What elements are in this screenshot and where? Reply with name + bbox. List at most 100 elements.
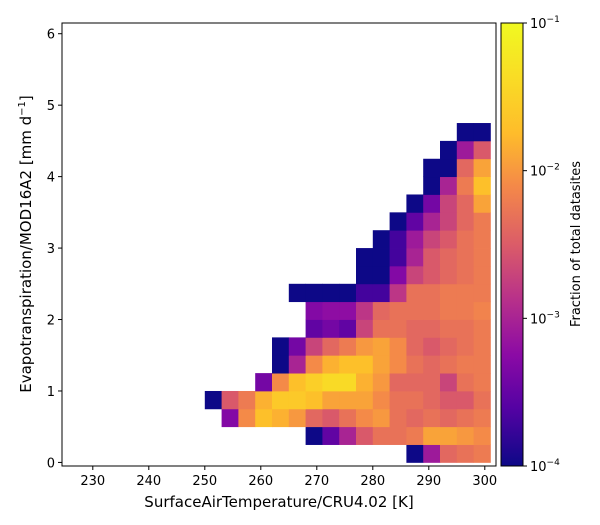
heatmap-cell bbox=[372, 355, 390, 374]
heatmap-cell bbox=[440, 355, 458, 374]
heatmap-cell bbox=[305, 301, 323, 320]
heatmap-cell bbox=[356, 337, 374, 356]
heatmap-cell bbox=[456, 355, 474, 374]
heatmap-cell bbox=[389, 319, 407, 338]
heatmap-cell bbox=[440, 444, 458, 463]
heatmap-cell bbox=[389, 408, 407, 428]
heatmap-cell bbox=[356, 283, 374, 303]
colorbar-tick-label: 10−2 bbox=[530, 163, 560, 180]
heatmap-cell bbox=[473, 319, 491, 338]
heatmap-cell bbox=[372, 408, 390, 428]
heatmap-cell bbox=[389, 426, 407, 445]
heatmap-cell bbox=[440, 265, 458, 285]
heatmap-cell bbox=[423, 319, 441, 338]
heatmap-cell bbox=[322, 283, 340, 303]
heatmap-cell bbox=[456, 194, 474, 213]
heatmap-cell bbox=[305, 408, 323, 428]
heatmap-cell bbox=[389, 248, 407, 267]
heatmap-cell bbox=[372, 248, 390, 267]
heatmap-cell bbox=[456, 176, 474, 195]
colorbar-tick-label: 10−3 bbox=[530, 310, 560, 327]
heatmap-cell bbox=[356, 355, 374, 374]
heatmap-cell bbox=[440, 373, 458, 392]
heatmap-cell bbox=[272, 373, 290, 392]
heatmap-cell bbox=[440, 426, 458, 445]
heatmap-cell bbox=[322, 426, 340, 445]
heatmap-cell bbox=[288, 337, 306, 356]
y-tick-label: 6 bbox=[47, 28, 55, 43]
heatmap-cell bbox=[288, 408, 306, 428]
heatmap-cell bbox=[288, 390, 306, 410]
heatmap-cell bbox=[389, 230, 407, 249]
heatmap-cell bbox=[339, 408, 357, 428]
heatmap-cell bbox=[423, 158, 441, 178]
heatmap-cell bbox=[440, 390, 458, 410]
heatmap-cell bbox=[423, 194, 441, 213]
heatmap-cell bbox=[473, 123, 491, 142]
heatmap-cell bbox=[339, 373, 357, 392]
heatmap-cell bbox=[372, 373, 390, 392]
heatmap-cell bbox=[473, 176, 491, 195]
x-tick-label: 270 bbox=[304, 474, 329, 489]
heatmap-cell bbox=[389, 283, 407, 303]
heatmap-cell bbox=[272, 408, 290, 428]
heatmap-cell bbox=[456, 283, 474, 303]
heatmap-cell bbox=[339, 390, 357, 410]
heatmap-cell bbox=[406, 265, 424, 285]
heatmap-cell bbox=[406, 408, 424, 428]
heatmap-cell bbox=[272, 390, 290, 410]
plot-frame bbox=[61, 22, 497, 467]
x-tick-label: 250 bbox=[192, 474, 217, 489]
heatmap-cell bbox=[372, 319, 390, 338]
heatmap-cell bbox=[456, 426, 474, 445]
heatmap-cell bbox=[456, 337, 474, 356]
colorbar-label: Fraction of total datasites bbox=[569, 161, 584, 327]
heatmap-cell bbox=[423, 426, 441, 445]
heatmap-cell bbox=[322, 355, 340, 374]
heatmap-cell bbox=[372, 426, 390, 445]
x-tick-label: 240 bbox=[136, 474, 161, 489]
heatmap-cell bbox=[473, 444, 491, 463]
heatmap-cell bbox=[406, 337, 424, 356]
heatmap-cell bbox=[440, 319, 458, 338]
heatmap-cell bbox=[423, 283, 441, 303]
heatmap-cell bbox=[406, 355, 424, 374]
heatmap-cell bbox=[305, 390, 323, 410]
heatmap-cell bbox=[473, 301, 491, 320]
heatmap-cell bbox=[272, 355, 290, 374]
heatmap-cell bbox=[322, 319, 340, 338]
y-axis-label-main: Evapotranspiration/MOD16A2 [mm d bbox=[17, 116, 35, 393]
heatmap-cell bbox=[221, 390, 239, 410]
heatmap-cell bbox=[456, 373, 474, 392]
heatmap-cell bbox=[423, 248, 441, 267]
heatmap-cell bbox=[221, 408, 239, 428]
heatmap-cell bbox=[423, 390, 441, 410]
heatmap-cell bbox=[456, 158, 474, 178]
heatmap-cell bbox=[473, 212, 491, 231]
heatmap-cell bbox=[339, 283, 357, 303]
heatmap-cell bbox=[473, 426, 491, 445]
heatmap-cell bbox=[322, 301, 340, 320]
heatmap-cell bbox=[204, 390, 222, 410]
heatmap-cell bbox=[288, 373, 306, 392]
heatmap-cell bbox=[288, 283, 306, 303]
heatmap-cell bbox=[339, 319, 357, 338]
heatmap-cell bbox=[473, 390, 491, 410]
heatmap-cell bbox=[305, 426, 323, 445]
heatmap-cell bbox=[389, 301, 407, 320]
heatmap-cell bbox=[456, 140, 474, 160]
heatmap-cell bbox=[456, 123, 474, 142]
heatmap-cell bbox=[456, 265, 474, 285]
heatmap-cell bbox=[255, 373, 273, 392]
heatmap-cell bbox=[356, 390, 374, 410]
y-tick-label: 2 bbox=[47, 314, 55, 329]
heatmap-cell bbox=[440, 140, 458, 160]
heatmap-cell bbox=[423, 444, 441, 463]
heatmap-cell bbox=[406, 230, 424, 249]
heatmap-cell bbox=[473, 248, 491, 267]
heatmap-cell bbox=[389, 265, 407, 285]
heatmap-cell bbox=[339, 355, 357, 374]
heatmap-cell bbox=[356, 408, 374, 428]
heatmap-cell bbox=[456, 390, 474, 410]
heatmap-cell bbox=[473, 355, 491, 374]
